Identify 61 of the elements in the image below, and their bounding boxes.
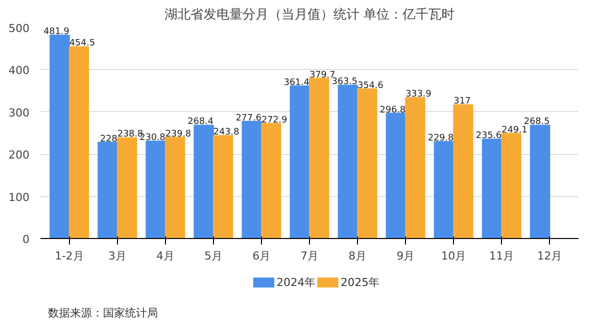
legend-label: 2024年 <box>276 276 316 289</box>
data-label: 363.5 <box>332 77 358 88</box>
y-tick-label: 500 <box>8 22 30 35</box>
data-label: 333.9 <box>406 90 432 100</box>
x-tick-label: 5月 <box>204 250 222 262</box>
bar <box>212 135 234 238</box>
bar <box>146 140 166 238</box>
data-label: 272.9 <box>261 115 288 126</box>
bar <box>164 136 186 238</box>
y-tick-label: 300 <box>8 106 30 120</box>
bar <box>405 97 426 238</box>
data-label: 296.8 <box>380 105 406 116</box>
bar <box>501 132 522 238</box>
x-tick-label: 6月 <box>252 250 270 262</box>
bar <box>116 137 138 238</box>
bar <box>50 34 70 238</box>
bar <box>194 124 214 238</box>
data-label: 239.8 <box>165 129 192 140</box>
bar <box>357 88 378 238</box>
x-tick-label: 9月 <box>396 250 415 262</box>
data-label: 230.8 <box>140 133 166 144</box>
bar <box>309 78 330 238</box>
bar <box>338 84 358 238</box>
data-label: 354.6 <box>358 80 384 91</box>
data-label: 235.6 <box>476 131 502 142</box>
source-note: 数据来源：国家统计局 <box>48 306 158 320</box>
bar <box>260 122 282 238</box>
data-label: 268.4 <box>188 117 214 128</box>
data-label: 249.1 <box>502 125 528 136</box>
data-label: 228 <box>100 134 118 144</box>
bar <box>98 142 118 238</box>
bar <box>242 120 262 238</box>
x-tick-label: 12月 <box>537 250 562 262</box>
data-label: 243.8 <box>213 128 240 138</box>
bar <box>68 46 90 238</box>
data-label: 268.5 <box>524 117 550 128</box>
y-tick-label: 0 <box>22 233 30 246</box>
data-label: 481.9 <box>44 27 70 38</box>
x-tick-label: 4月 <box>156 250 174 262</box>
data-label: 277.6 <box>236 113 262 124</box>
chart-title: 湖北省发电量分月（当月值）统计 单位：亿千瓦时 <box>164 8 455 22</box>
x-tick-label: 8月 <box>348 250 367 262</box>
x-tick-label: 1-2月 <box>54 250 84 262</box>
bar <box>290 85 310 238</box>
data-label: 361.4 <box>284 78 310 88</box>
data-label: 454.5 <box>69 38 96 49</box>
x-tick-label: 3月 <box>108 250 126 262</box>
y-tick-label: 400 <box>8 64 30 78</box>
bar <box>530 124 550 238</box>
x-tick-label: 11月 <box>489 250 514 262</box>
x-tick-label: 7月 <box>300 250 318 262</box>
bar <box>482 138 502 238</box>
bar <box>386 112 406 238</box>
data-label: 229.8 <box>428 134 454 144</box>
bar <box>453 104 474 238</box>
legend-label: 2025年 <box>340 276 380 289</box>
data-label: 317 <box>454 96 471 107</box>
y-tick-label: 200 <box>8 148 30 162</box>
y-tick-label: 100 <box>8 190 30 204</box>
bar <box>434 141 454 238</box>
x-tick-label: 10月 <box>441 250 466 262</box>
